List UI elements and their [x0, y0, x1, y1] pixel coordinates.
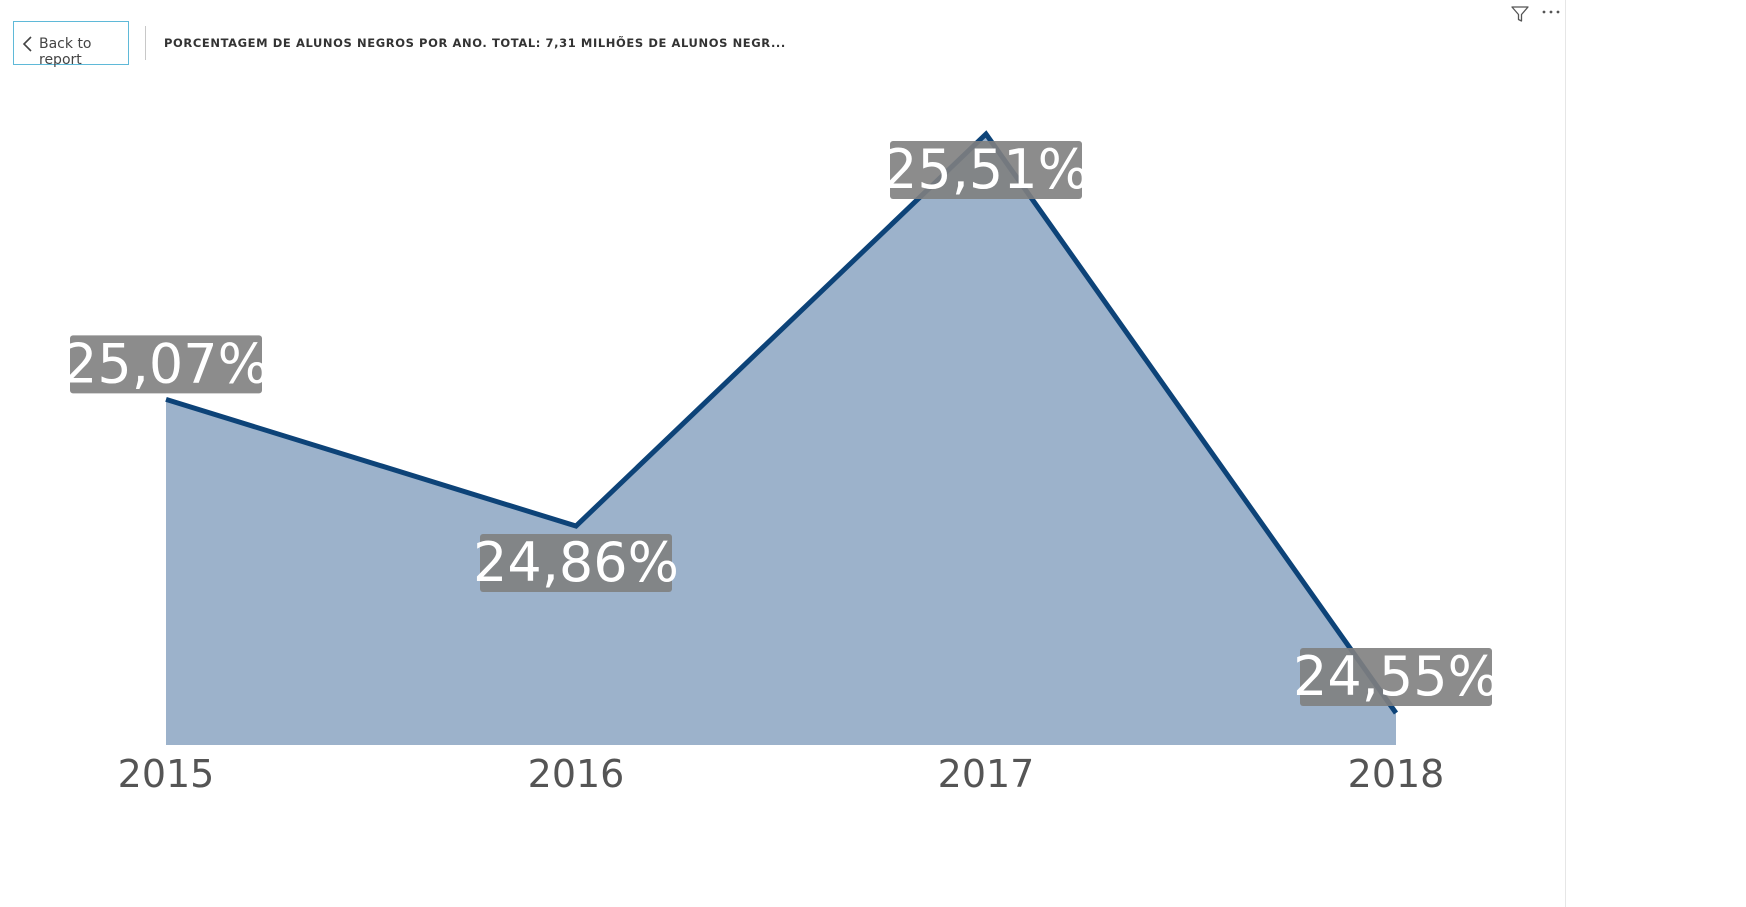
data-label-box: [1300, 648, 1492, 706]
data-label-text: 24,55%: [1293, 645, 1499, 708]
data-label-text: 24,86%: [473, 531, 679, 594]
data-label-text: 25,51%: [883, 138, 1089, 201]
series-line: [165, 130, 1399, 715]
x-tick-label: 2015: [118, 752, 215, 796]
data-label-text: 25,07%: [63, 332, 269, 395]
data-label-2016: 24,86%: [473, 531, 679, 594]
data-label-box: [480, 534, 672, 593]
data-label-2015: 25,07%: [63, 332, 269, 395]
area-fill: [166, 134, 1396, 745]
filter-icon[interactable]: [1510, 4, 1530, 24]
data-label-2018: 24,55%: [1293, 645, 1499, 708]
more-options-icon[interactable]: [1540, 4, 1562, 20]
x-tick-label: 2017: [938, 752, 1035, 796]
canvas-edge: [1565, 0, 1566, 907]
data-label-box: [70, 335, 262, 394]
chevron-left-icon: [22, 36, 32, 52]
x-tick-label: 2018: [1348, 752, 1445, 796]
back-to-report-button[interactable]: Back to report: [13, 21, 129, 68]
back-to-report-label: Back to report: [39, 36, 92, 68]
header-divider: [145, 26, 146, 60]
data-label-2017: 25,51%: [883, 138, 1089, 201]
x-tick-label: 2016: [528, 752, 625, 796]
data-label-box: [890, 141, 1082, 199]
visual-title: PORCENTAGEM DE ALUNOS NEGROS POR ANO. TO…: [164, 36, 786, 50]
